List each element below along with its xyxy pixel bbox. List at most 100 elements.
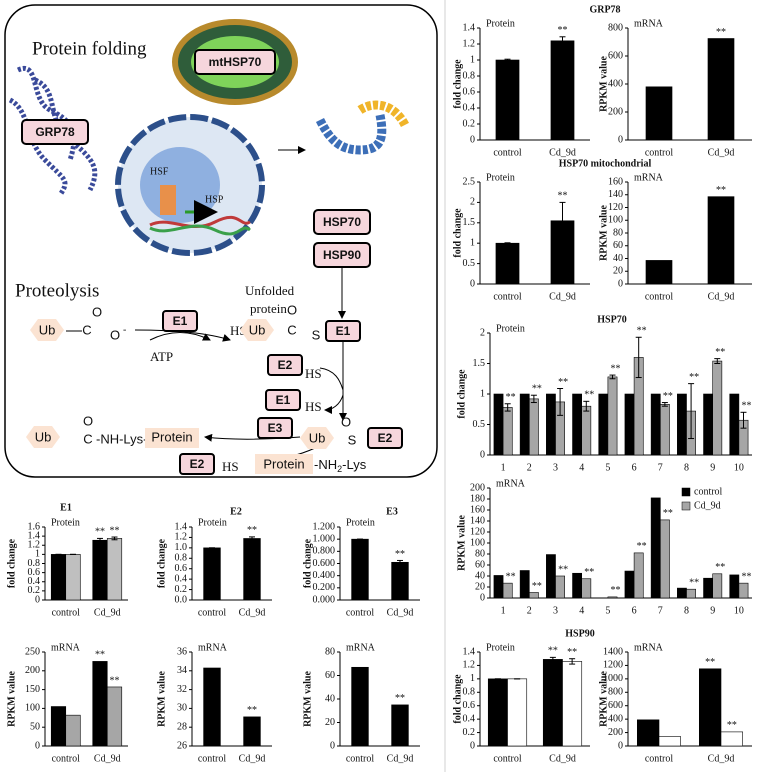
- bar: [712, 360, 723, 456]
- atom: C: [82, 322, 91, 337]
- chem-part: -NH: [314, 457, 337, 472]
- atom: O: [287, 302, 297, 317]
- y-tick-label: 0.2: [28, 585, 41, 596]
- significance-label: **: [567, 647, 577, 658]
- y-tick-label: 40: [325, 693, 335, 704]
- y-tick-label: 40: [475, 570, 485, 581]
- y-tick-label: 2: [480, 327, 485, 338]
- bar: [572, 393, 583, 456]
- y-tick-label: 0.6: [463, 700, 476, 711]
- y-tick-label: 1.4: [175, 521, 188, 532]
- y-tick-label: 200: [608, 727, 623, 738]
- bar: [519, 570, 530, 599]
- y-tick-label: 0: [35, 740, 40, 751]
- bar: [650, 497, 661, 599]
- x-tick-label: 9: [710, 605, 715, 616]
- panel-label: Protein: [496, 323, 525, 334]
- bar: [698, 668, 722, 747]
- x-tick-label: 3: [553, 605, 558, 616]
- bar: [65, 554, 81, 601]
- x-tick-label: 9: [710, 462, 715, 473]
- y-axis-label: fold change: [456, 369, 467, 419]
- protein-label: HSP90: [323, 248, 361, 262]
- y-tick-label: 1: [480, 388, 485, 399]
- bar: [92, 539, 108, 601]
- bar: [707, 38, 735, 141]
- y-tick-label: 0.6: [28, 567, 41, 578]
- significance-label: **: [506, 392, 516, 403]
- y-tick-label: 1400: [603, 646, 623, 657]
- bar: [703, 393, 714, 456]
- panel-label: mRNA: [634, 642, 664, 653]
- significance-label: **: [532, 581, 542, 592]
- chem-part: -Lys: [342, 457, 367, 472]
- panel-label: mRNA: [51, 642, 81, 653]
- bar: [677, 587, 687, 599]
- x-tick-label: Cd_9d: [708, 753, 735, 764]
- bar: [645, 86, 673, 141]
- x-tick-label: 4: [579, 462, 584, 473]
- error-bar: [609, 374, 616, 380]
- x-tick-label: 2: [527, 462, 532, 473]
- y-tick-label: 80: [613, 227, 623, 238]
- bar: [50, 554, 67, 601]
- y-tick-label: 0.600: [313, 558, 336, 569]
- y-tick-label: 0.6: [463, 86, 476, 97]
- bar: [677, 393, 687, 456]
- note: Unfolded: [245, 283, 295, 298]
- bar: [729, 574, 740, 599]
- bar: [624, 393, 635, 456]
- y-tick-label: 1.2: [463, 660, 476, 671]
- y-tick-label: 1.0: [175, 542, 188, 553]
- significance-label: **: [558, 191, 568, 202]
- atom: S: [312, 327, 321, 342]
- y-tick-label: 200: [25, 665, 40, 676]
- y-tick-label: 1.200: [313, 521, 336, 532]
- significance-label: **: [584, 390, 594, 401]
- note: HS: [305, 366, 322, 381]
- x-tick-label: 3: [553, 462, 558, 473]
- bar: [607, 596, 618, 599]
- bar: [493, 393, 504, 456]
- atom: O: [110, 327, 120, 342]
- atom: O: [92, 304, 102, 319]
- significance-label: **: [532, 384, 542, 395]
- y-tick-label: 0: [35, 594, 40, 605]
- label-box: [265, 389, 301, 411]
- bar: [50, 706, 67, 747]
- protein-label: Protein: [151, 429, 192, 444]
- ubiquitin: [30, 319, 64, 341]
- error-bar: [504, 242, 511, 245]
- y-tick-label: 0.8: [463, 687, 476, 698]
- significance-label: **: [95, 650, 105, 661]
- significance-label: **: [548, 646, 558, 657]
- x-tick-label: 8: [684, 605, 689, 616]
- note: protein: [250, 301, 287, 316]
- protein-box: [255, 454, 313, 474]
- atom: O: [83, 413, 93, 428]
- bar: [707, 196, 735, 285]
- bar: [546, 393, 556, 456]
- error-bar: [504, 58, 511, 62]
- error-bar: [740, 411, 747, 429]
- arrow: [319, 367, 344, 391]
- y-axis-label: fold change: [6, 538, 17, 588]
- y-tick-label: 250: [25, 646, 40, 657]
- error-bar: [559, 201, 566, 240]
- bar: [502, 407, 513, 456]
- bar: [351, 538, 369, 601]
- ub-label: Ub: [39, 322, 56, 337]
- group-title: HSP70: [597, 314, 626, 325]
- bar: [203, 667, 221, 747]
- y-tick-label: 800: [608, 687, 623, 698]
- bar: [686, 588, 696, 599]
- x-tick-label: Cd_9d: [549, 291, 576, 302]
- y-tick-label: 60: [613, 240, 623, 251]
- x-tick-label: control: [346, 753, 375, 764]
- bar: [502, 582, 513, 599]
- significance-label: **: [110, 675, 120, 686]
- x-tick-label: control: [645, 291, 674, 302]
- y-tick-label: 0.4: [175, 573, 188, 584]
- group-title: HSP90: [565, 628, 594, 639]
- y-tick-label: 20: [613, 266, 623, 277]
